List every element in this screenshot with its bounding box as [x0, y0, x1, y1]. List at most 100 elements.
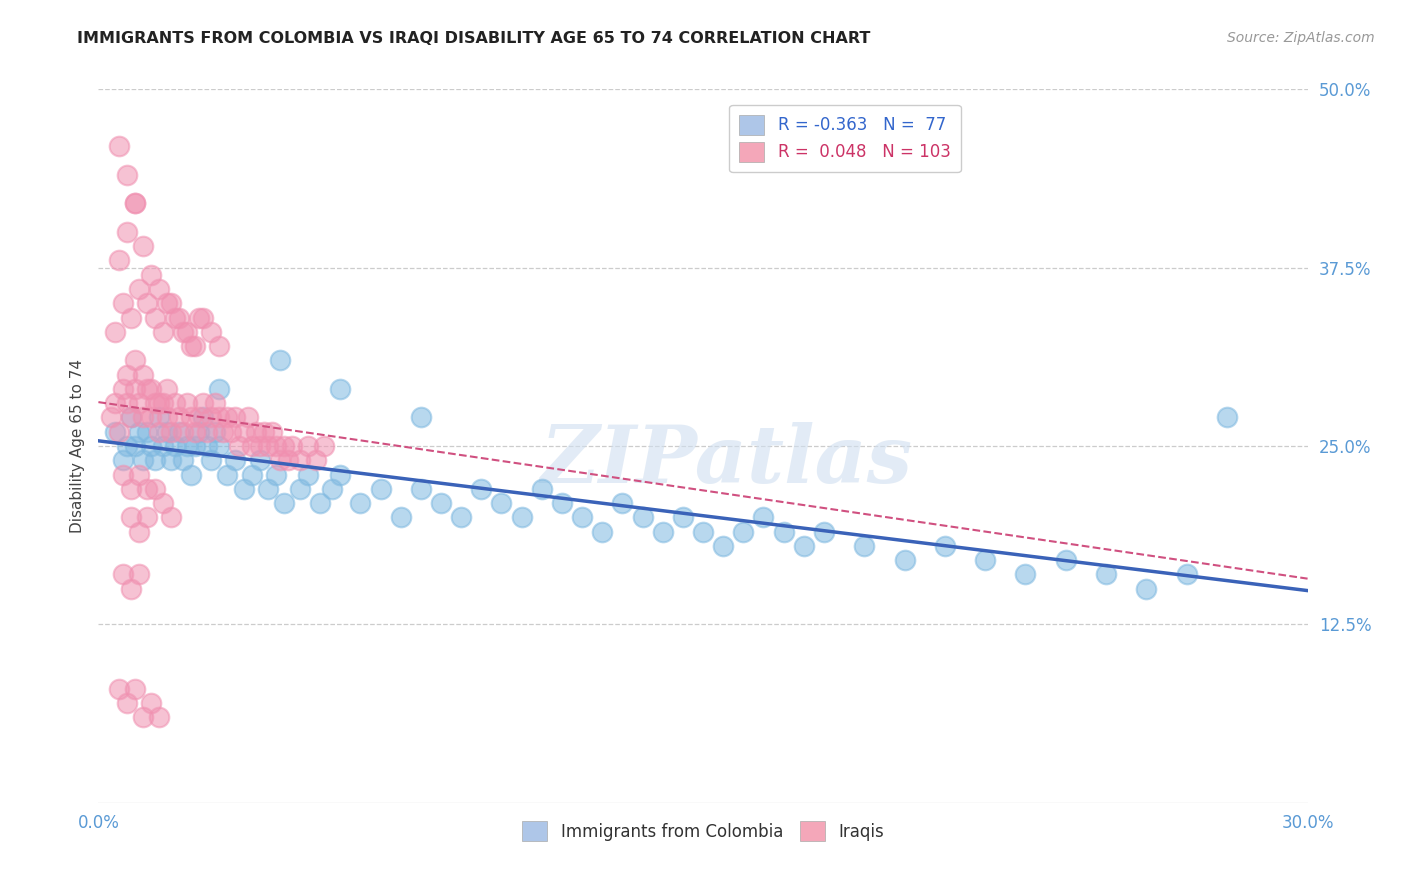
Point: [172, 425, 194, 439]
Point: [124, 353, 146, 368]
Point: [208, 382, 231, 396]
Point: [176, 396, 198, 410]
Point: [180, 410, 202, 425]
Point: [1095, 567, 1118, 582]
Point: [236, 410, 259, 425]
Point: [974, 553, 997, 567]
Point: [180, 339, 202, 353]
Point: [188, 410, 211, 425]
Point: [793, 539, 815, 553]
Point: [200, 453, 222, 467]
Point: [143, 482, 166, 496]
Point: [160, 510, 183, 524]
Point: [232, 482, 254, 496]
Point: [128, 467, 150, 482]
Point: [281, 439, 304, 453]
Point: [692, 524, 714, 539]
Point: [853, 539, 876, 553]
Point: [148, 425, 170, 439]
Point: [124, 196, 146, 211]
Point: [143, 396, 166, 410]
Point: [240, 467, 263, 482]
Point: [184, 439, 207, 453]
Point: [264, 439, 287, 453]
Point: [1216, 410, 1239, 425]
Point: [107, 253, 129, 268]
Point: [135, 382, 157, 396]
Point: [1135, 582, 1157, 596]
Point: [224, 453, 246, 467]
Point: [120, 410, 142, 425]
Point: [470, 482, 492, 496]
Point: [813, 524, 835, 539]
Point: [115, 168, 138, 182]
Point: [204, 396, 226, 410]
Point: [132, 239, 155, 253]
Y-axis label: Disability Age 65 to 74: Disability Age 65 to 74: [69, 359, 84, 533]
Point: [156, 296, 179, 310]
Point: [139, 439, 162, 453]
Point: [100, 410, 122, 425]
Point: [409, 410, 432, 425]
Point: [139, 410, 162, 425]
Point: [148, 396, 170, 410]
Point: [124, 382, 146, 396]
Point: [195, 425, 218, 439]
Point: [277, 453, 299, 467]
Point: [115, 225, 138, 239]
Point: [120, 582, 142, 596]
Point: [195, 439, 218, 453]
Point: [152, 325, 174, 339]
Point: [148, 282, 170, 296]
Point: [139, 696, 162, 710]
Point: [1014, 567, 1036, 582]
Point: [111, 382, 134, 396]
Point: [156, 425, 179, 439]
Point: [188, 425, 211, 439]
Point: [329, 382, 352, 396]
Point: [156, 410, 179, 425]
Point: [120, 410, 142, 425]
Point: [208, 439, 231, 453]
Point: [160, 425, 183, 439]
Point: [193, 396, 215, 410]
Point: [288, 482, 311, 496]
Point: [1175, 567, 1198, 582]
Point: [245, 425, 267, 439]
Point: [124, 196, 146, 211]
Point: [329, 467, 352, 482]
Point: [193, 410, 215, 425]
Point: [172, 325, 194, 339]
Point: [111, 467, 134, 482]
Point: [1054, 553, 1077, 567]
Point: [103, 425, 125, 439]
Point: [752, 510, 775, 524]
Point: [893, 553, 915, 567]
Point: [160, 453, 183, 467]
Point: [120, 510, 142, 524]
Point: [217, 410, 239, 425]
Point: [120, 482, 142, 496]
Text: Source: ZipAtlas.com: Source: ZipAtlas.com: [1227, 31, 1375, 45]
Point: [115, 368, 138, 382]
Legend: Immigrants from Colombia, Iraqis: Immigrants from Colombia, Iraqis: [516, 814, 890, 848]
Point: [314, 439, 336, 453]
Point: [152, 396, 174, 410]
Point: [135, 510, 157, 524]
Point: [389, 510, 412, 524]
Text: ZIPatlas: ZIPatlas: [541, 422, 914, 499]
Point: [115, 396, 138, 410]
Point: [111, 453, 134, 467]
Point: [132, 710, 155, 724]
Point: [124, 439, 146, 453]
Point: [115, 439, 138, 453]
Point: [128, 282, 150, 296]
Point: [260, 425, 283, 439]
Point: [571, 510, 593, 524]
Point: [148, 410, 170, 425]
Point: [450, 510, 472, 524]
Point: [135, 425, 157, 439]
Point: [167, 410, 190, 425]
Point: [305, 453, 328, 467]
Point: [249, 453, 271, 467]
